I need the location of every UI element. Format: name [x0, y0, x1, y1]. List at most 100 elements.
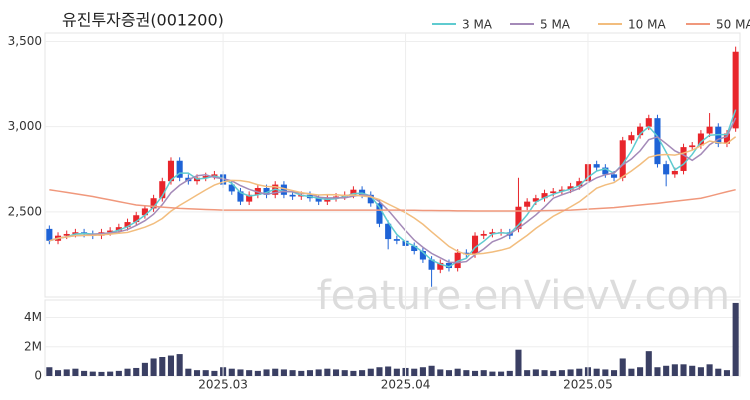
candle-body [428, 259, 435, 270]
candle-body [645, 118, 652, 127]
candle-body [202, 176, 209, 178]
candle-body [489, 232, 496, 234]
volume-bar [567, 369, 574, 376]
volume-bar [46, 367, 53, 376]
candle-body [46, 228, 53, 241]
ma-line [49, 188, 736, 212]
volume-bar [602, 369, 609, 376]
volume-bar [272, 368, 279, 376]
volume-bar [445, 370, 453, 376]
volume-bar [115, 370, 122, 376]
volume-bar [506, 370, 513, 376]
candle-body [411, 245, 418, 252]
candle-body [176, 160, 183, 178]
candle-body [63, 233, 70, 236]
volume-bar [228, 368, 235, 376]
candle-body [567, 186, 574, 190]
candle-body [445, 262, 453, 269]
candle-body [133, 215, 140, 223]
volume-bar [54, 370, 62, 376]
candle-body [376, 203, 383, 224]
candle-body [115, 227, 122, 231]
volume-bar [350, 370, 357, 376]
volume-bar [697, 367, 704, 376]
volume-bar [81, 370, 88, 376]
volume-bar [63, 369, 70, 376]
candle-body [637, 126, 644, 136]
candle-body [541, 193, 548, 199]
candle-body [628, 135, 635, 141]
candle-body [689, 145, 696, 148]
volume-bar [107, 371, 114, 376]
candle-body [359, 189, 366, 195]
volume-bar [715, 368, 722, 376]
candle-body [619, 140, 626, 178]
volume-bar [532, 369, 539, 376]
volume-bar [454, 368, 461, 376]
volume-bar [89, 371, 96, 376]
volume-bar [689, 365, 696, 376]
candle-body [280, 184, 287, 195]
volume-bar [141, 362, 148, 376]
volume-bar [628, 368, 635, 376]
candle-body [671, 170, 678, 175]
volume-bar [489, 371, 496, 376]
x-tick-label: 2025.04 [381, 378, 431, 392]
volume-bar [541, 370, 548, 376]
candle-body [593, 164, 600, 168]
candle-body [350, 189, 357, 195]
price-panel [44, 32, 741, 298]
volume-bar [593, 368, 600, 376]
volume-bar [246, 370, 253, 376]
candle-body [576, 181, 583, 187]
volume-bar [133, 367, 140, 376]
y-tick-label: 3,000 [8, 119, 42, 133]
volume-bar [419, 367, 426, 376]
volume-bar [654, 367, 661, 376]
candle-body [263, 187, 270, 195]
candle-body [524, 201, 531, 207]
candle-body [558, 189, 565, 192]
candle-body [471, 235, 479, 255]
candle-body [167, 160, 175, 182]
volume-bar [550, 370, 557, 376]
volume-bar [498, 371, 505, 376]
volume-bar [324, 368, 331, 376]
volume-bar [280, 369, 287, 376]
volume-bar [515, 349, 522, 376]
candle-body [454, 252, 461, 269]
volume-bar [298, 370, 305, 376]
candle-body [680, 147, 687, 171]
candle-body [246, 194, 253, 202]
y-tick-label: 2,500 [8, 204, 42, 218]
x-tick-label: 2025.05 [563, 378, 613, 392]
ma-line [49, 136, 737, 256]
volume-bar [706, 364, 713, 376]
volume-bar [463, 370, 470, 376]
candle-body [124, 222, 131, 228]
volume-bar [732, 302, 739, 376]
volume-bar [671, 364, 678, 376]
candle-body [515, 206, 522, 229]
candle-body [480, 233, 487, 236]
candle-body [610, 174, 618, 178]
volume-bar [202, 370, 209, 376]
x-tick-label: 2025.03 [198, 378, 248, 392]
volume-bar [637, 367, 644, 376]
legend-label: 50 MA [716, 18, 750, 32]
volume-bar [471, 370, 479, 376]
y-tick-label: 2M [24, 339, 42, 353]
volume-bar [185, 368, 192, 376]
ma-line [49, 117, 737, 264]
y-tick-label: 3,500 [8, 34, 42, 48]
candle-body [602, 167, 609, 175]
volume-bar [367, 368, 374, 376]
candle-body [393, 239, 400, 241]
candle-body [463, 252, 470, 255]
volume-bar [524, 370, 531, 376]
candle-body [367, 194, 374, 204]
volume-bar [72, 368, 79, 376]
volume-bar [558, 370, 565, 376]
candle-body [150, 198, 157, 209]
watermark: feature.enVievV.com [317, 273, 730, 319]
